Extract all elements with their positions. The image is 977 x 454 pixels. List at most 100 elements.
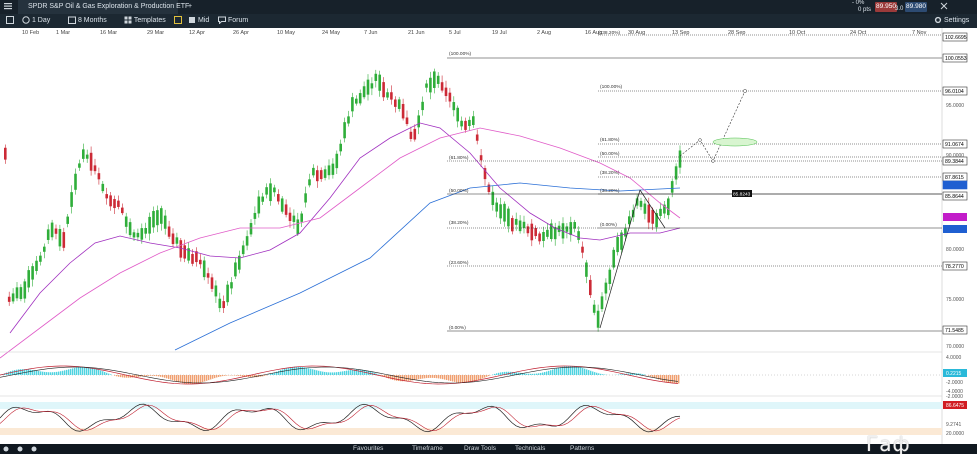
- candle-body: [171, 233, 175, 245]
- forum-button[interactable]: Forum: [218, 14, 248, 28]
- candle-body: [144, 228, 147, 234]
- macd-histogram-bar: [446, 375, 448, 381]
- macd-histogram-bar: [534, 373, 536, 375]
- macd-histogram-bar: [186, 375, 188, 384]
- watermark-logo: Гаф: [866, 432, 911, 454]
- macd-histogram-bar: [110, 374, 112, 375]
- macd-histogram-bar: [346, 370, 348, 375]
- candle-body: [156, 210, 159, 226]
- layout-icon[interactable]: [6, 14, 14, 28]
- macd-histogram-bar: [124, 375, 126, 378]
- price-flag-label: 85.8644: [945, 194, 964, 200]
- time-tick-label: 24 May: [322, 30, 340, 36]
- macd-histogram-bar: [568, 366, 570, 375]
- menu-icon[interactable]: [4, 0, 12, 14]
- macd-histogram-bar: [556, 368, 558, 375]
- chart-toolbar: 1 Day 8 Months Templates Mid Forum: [0, 14, 977, 28]
- macd-histogram-bar: [386, 375, 388, 378]
- timeframe-button[interactable]: Timeframe: [412, 445, 443, 452]
- change-points: 0 pts: [858, 7, 872, 13]
- candle-body: [460, 120, 463, 127]
- candle-body: [518, 220, 522, 232]
- macd-histogram-bar: [356, 369, 358, 375]
- stochastic-k-line: [0, 403, 681, 433]
- candle-body: [401, 103, 405, 119]
- size-dropdown[interactable]: Mid: [188, 14, 209, 28]
- macd-histogram-bar: [554, 368, 556, 375]
- macd-histogram-bar: [430, 375, 432, 378]
- candle-body: [19, 287, 23, 299]
- macd-histogram-bar: [142, 375, 144, 377]
- favourites-button[interactable]: Favourites: [353, 445, 384, 452]
- candle-body: [616, 237, 619, 253]
- technicals-button[interactable]: Technicals: [515, 445, 546, 452]
- macd-panel: 4.0000 0.2215 -2.0000 -4.0000: [0, 351, 967, 395]
- time-tick-label: 26 Apr: [233, 30, 249, 36]
- window-controls[interactable]: [940, 0, 948, 14]
- macd-histogram-bar: [310, 368, 312, 375]
- macd-histogram-bar: [178, 375, 180, 383]
- macd-histogram-bar: [342, 371, 344, 375]
- price-chart[interactable]: 10 Feb 1 Mar 16 Mar 29 Mar 12 Apr 26 Apr 10 Ma…: [0, 28, 977, 444]
- macd-histogram-bar: [264, 375, 266, 376]
- candle-body: [117, 200, 120, 207]
- macd-histogram-bar: [118, 375, 120, 377]
- candle-body: [405, 117, 409, 125]
- macd-histogram-bar: [308, 368, 310, 375]
- stochastic-readout-box: [943, 401, 967, 409]
- candle-body: [226, 284, 229, 303]
- bottom-left-icons[interactable]: [0, 444, 60, 454]
- candle-body: [620, 232, 623, 250]
- sell-price-button[interactable]: 89.950: [875, 2, 897, 12]
- patterns-button[interactable]: Patterns: [570, 445, 595, 452]
- price-tick-label: 80.0000: [946, 247, 964, 253]
- macd-histogram-bar: [208, 375, 210, 381]
- macd-histogram-bar: [648, 375, 650, 376]
- add-tab-button[interactable]: +: [188, 3, 193, 10]
- candle-body: [503, 203, 506, 222]
- candle-body: [479, 155, 483, 161]
- moving-average-blue: [174, 182, 681, 351]
- templates-button[interactable]: Templates: [124, 14, 166, 28]
- macd-histogram-bar: [56, 371, 58, 375]
- macd-histogram-bar: [662, 375, 664, 381]
- time-tick-label: 10 Feb: [22, 30, 39, 36]
- candle-body: [639, 200, 643, 207]
- macd-histogram-bar: [498, 372, 500, 375]
- macd-histogram-bar: [160, 375, 162, 377]
- gear-icon: [934, 17, 942, 24]
- instrument-tab[interactable]: SPDR S&P Oil & Gas Exploration & Product…: [18, 0, 189, 14]
- candle-body: [230, 282, 233, 289]
- calendar-icon: [68, 16, 76, 25]
- macd-histogram-bar: [276, 371, 278, 375]
- macd-histogram-bar: [596, 372, 598, 375]
- range-dropdown[interactable]: 8 Months: [68, 14, 107, 28]
- projection-point: [711, 159, 715, 163]
- price-flag-label: 89.3844: [945, 159, 964, 165]
- macd-histogram-bar: [562, 366, 564, 375]
- alert-icon[interactable]: [174, 14, 182, 28]
- macd-histogram-bar: [514, 372, 516, 375]
- macd-histogram-bar: [324, 371, 326, 375]
- macd-histogram-bar: [426, 375, 428, 379]
- draw-tools-button[interactable]: Draw Tools: [464, 445, 497, 452]
- candle-body: [132, 232, 136, 238]
- candle-body: [304, 193, 307, 203]
- candle-body: [592, 304, 596, 313]
- fib-level-label: (61.80%): [449, 155, 469, 161]
- macd-histogram-bar: [146, 375, 148, 376]
- timeframe-dropdown[interactable]: 1 Day: [22, 14, 50, 28]
- time-tick-label: 12 Apr: [189, 30, 205, 36]
- settings-button[interactable]: Settings: [934, 14, 969, 28]
- macd-histogram-bar: [38, 371, 40, 375]
- candle-body: [136, 232, 140, 238]
- macd-histogram-bar: [18, 369, 20, 375]
- candle-body: [214, 285, 218, 297]
- macd-histogram-bar: [572, 366, 574, 375]
- candle-body: [202, 260, 206, 278]
- fib-level-label: (38.20%): [449, 220, 469, 226]
- candle-body: [78, 163, 81, 168]
- time-tick-label: 5 Jul: [449, 30, 461, 36]
- macd-histogram-bar: [12, 370, 14, 375]
- buy-price-button[interactable]: 89.980: [905, 2, 927, 12]
